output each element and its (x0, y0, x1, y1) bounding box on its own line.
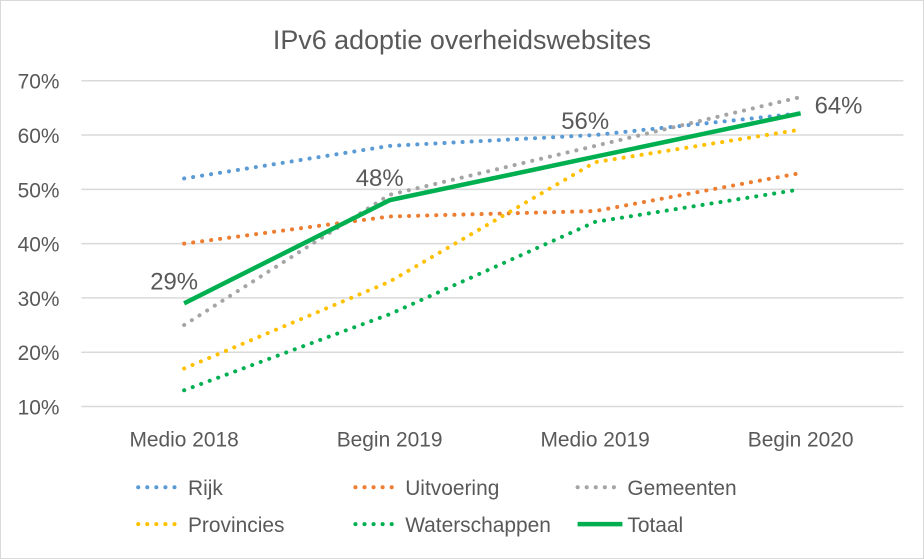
y-tick-label: 10% (18, 397, 60, 420)
legend-item-uitvoering: Uitvoering (353, 477, 499, 500)
x-tick-label: Medio 2019 (541, 428, 650, 451)
y-tick-label: 20% (18, 342, 60, 365)
legend-label: Uitvoering (405, 477, 499, 500)
y-tick-label: 60% (18, 125, 60, 148)
data-label: 56% (561, 108, 609, 135)
x-tick-label: Begin 2019 (337, 428, 443, 451)
series-line-uitvoering (182, 171, 803, 246)
legend-label: Waterschappen (405, 514, 551, 537)
data-label: 48% (356, 165, 404, 192)
data-label: 29% (150, 268, 198, 295)
legend-item-rijk: Rijk (136, 477, 223, 500)
legend-label: Rijk (188, 477, 223, 500)
chart-title: IPv6 adoptie overheidswebsites (273, 25, 651, 55)
series-line-waterschappen (182, 187, 803, 393)
y-tick-label: 70% (18, 71, 60, 94)
series-line-provincies (182, 127, 803, 371)
legend-item-gemeenten: Gemeenten (575, 477, 737, 500)
series-line-gemeenten (182, 95, 803, 328)
y-tick-label: 50% (18, 179, 60, 202)
legend-item-totaal: Totaal (577, 514, 683, 537)
series-line-totaal (183, 111, 802, 306)
y-tick-label: 30% (18, 288, 60, 311)
y-tick-label: 40% (18, 234, 60, 257)
series-line-rijk (182, 111, 803, 181)
data-label: 64% (815, 92, 863, 119)
legend-label: Gemeenten (627, 477, 736, 500)
x-tick-label: Begin 2020 (748, 428, 854, 451)
legend-item-waterschappen: Waterschappen (353, 514, 551, 537)
legend-label: Provincies (188, 514, 284, 537)
x-tick-label: Medio 2018 (129, 428, 238, 451)
legend-item-provincies: Provincies (136, 514, 284, 537)
legend-label: Totaal (627, 514, 683, 537)
